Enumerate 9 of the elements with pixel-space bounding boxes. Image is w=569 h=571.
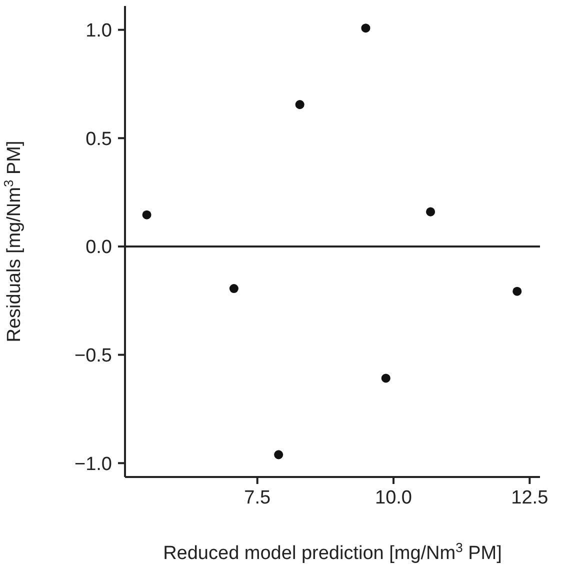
- y-tick-label: 0.0: [86, 237, 112, 258]
- x-tick-label: 7.5: [244, 487, 271, 508]
- y-tick-label: −1.0: [74, 454, 112, 475]
- y-tick-label: 1.0: [86, 20, 112, 42]
- x-tick-label: 12.5: [511, 487, 548, 508]
- y-tick-label: −0.5: [74, 346, 112, 367]
- x-axis-title: Reduced model prediction [mg/Nm$^{3}$ PM]: [163, 540, 502, 564]
- y-tick-label: 0.5: [86, 128, 112, 150]
- x-tick-label: 10.0: [375, 487, 412, 508]
